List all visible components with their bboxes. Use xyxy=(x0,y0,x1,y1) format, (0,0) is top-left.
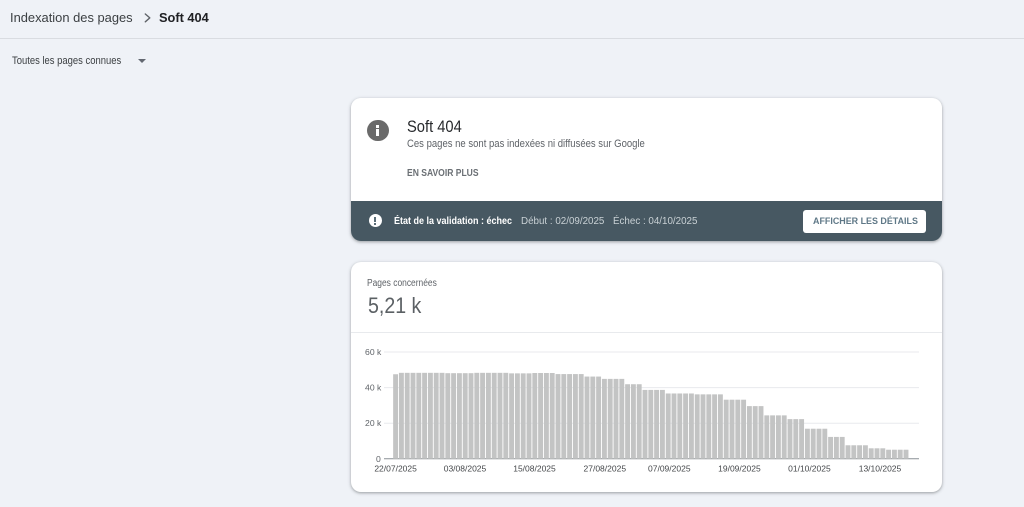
svg-text:13/10/2025: 13/10/2025 xyxy=(859,464,902,474)
svg-text:03/08/2025: 03/08/2025 xyxy=(444,464,487,474)
svg-text:22/07/2025: 22/07/2025 xyxy=(374,464,417,474)
svg-text:60 k: 60 k xyxy=(365,347,382,357)
svg-text:27/08/2025: 27/08/2025 xyxy=(584,464,627,474)
svg-text:01/10/2025: 01/10/2025 xyxy=(788,464,831,474)
svg-text:19/09/2025: 19/09/2025 xyxy=(718,464,761,474)
svg-text:15/08/2025: 15/08/2025 xyxy=(513,464,556,474)
svg-text:07/09/2025: 07/09/2025 xyxy=(648,464,691,474)
svg-text:40 k: 40 k xyxy=(365,383,382,393)
svg-text:0: 0 xyxy=(376,454,381,464)
svg-text:20 k: 20 k xyxy=(365,418,382,428)
